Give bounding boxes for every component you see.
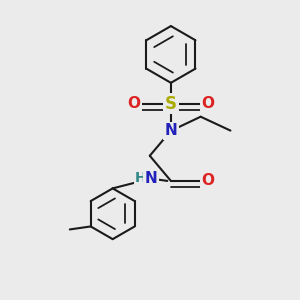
Text: H: H bbox=[135, 171, 147, 185]
Text: O: O bbox=[127, 96, 140, 111]
Text: O: O bbox=[202, 96, 215, 111]
Text: O: O bbox=[202, 173, 215, 188]
Text: S: S bbox=[165, 95, 177, 113]
Text: N: N bbox=[145, 171, 157, 186]
Text: N: N bbox=[164, 123, 177, 138]
